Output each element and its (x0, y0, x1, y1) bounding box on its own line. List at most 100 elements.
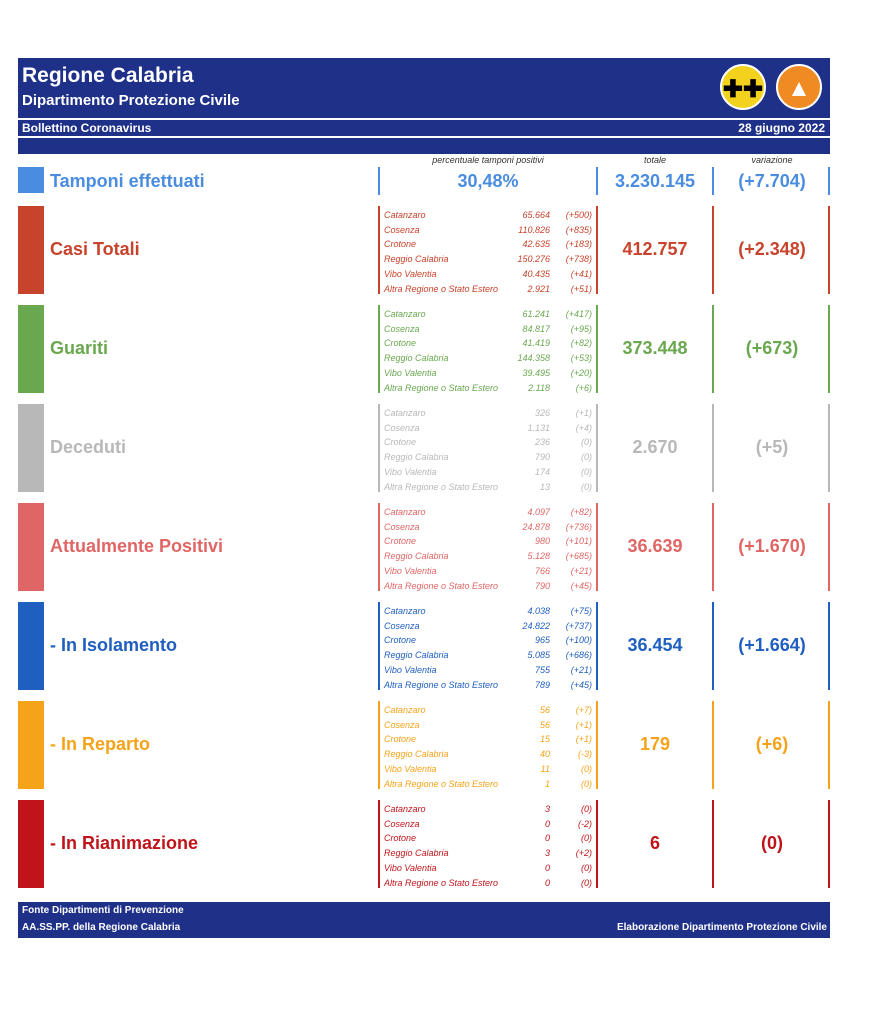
province-value: 2.118 (528, 382, 550, 393)
province-change: (+417) (565, 309, 592, 319)
province-change: (+82) (570, 507, 592, 517)
column-header-percent: percentuale tamponi positivi (432, 155, 544, 165)
province-value: 5.128 (527, 551, 550, 562)
province-value: 0 (544, 818, 550, 829)
province-name: Altra Regione o Stato Estero (384, 580, 499, 591)
province-name: Crotone (384, 536, 417, 547)
divider (828, 602, 830, 690)
category-color-bar (18, 206, 44, 294)
divider (378, 503, 380, 591)
province-name: Reggio Calabria (384, 749, 449, 760)
province-value: 1 (544, 778, 550, 789)
province-name: Reggio Calabria (384, 650, 449, 661)
category-total: 2.670 (632, 437, 678, 457)
category-change: (0) (761, 833, 783, 853)
category-color-bar (18, 701, 44, 789)
province-value: 24.878 (522, 521, 550, 532)
category-change: (+1.664) (738, 635, 806, 655)
divider (378, 167, 380, 195)
province-change: (+6) (575, 382, 592, 393)
province-value: 236 (534, 437, 550, 448)
divider (712, 305, 714, 393)
province-change: (+21) (570, 565, 592, 576)
footer-bar (18, 902, 830, 938)
province-value: 4.097 (527, 507, 550, 517)
province-value: 3 (544, 848, 550, 859)
province-value: 755 (534, 664, 550, 675)
province-change: (0) (581, 877, 592, 888)
category-label: - In Reparto (50, 734, 151, 754)
category-change: (+1.670) (738, 536, 806, 556)
province-change: (+686) (565, 650, 592, 661)
province-name: Reggio Calabria (384, 254, 449, 265)
divider (828, 701, 830, 789)
province-name: Altra Regione o Stato Estero (384, 481, 499, 492)
province-name: Catanzaro (384, 309, 426, 319)
divider (712, 602, 714, 690)
divider (828, 167, 830, 195)
province-value: 790 (534, 580, 550, 591)
divider (712, 167, 714, 195)
province-change: (+75) (570, 606, 592, 616)
province-value: 84.817 (522, 323, 550, 334)
province-value: 65.664 (522, 210, 550, 220)
regione-logo-icon: ✚✚ (720, 64, 766, 110)
province-change: (+1) (575, 719, 592, 730)
province-name: Catanzaro (384, 705, 426, 715)
divider (596, 701, 598, 789)
province-name: Crotone (384, 734, 417, 745)
province-name: Altra Regione o Stato Estero (384, 778, 499, 789)
province-change: (+4) (575, 422, 592, 433)
divider (378, 800, 380, 888)
province-name: Vibo Valentia (384, 664, 437, 675)
category-total: 6 (649, 833, 660, 853)
divider (712, 800, 714, 888)
footer-source-line2: AA.SS.PP. della Regione Calabria (22, 922, 181, 933)
tamponi-color-swatch (18, 167, 44, 193)
province-change: (0) (581, 437, 592, 448)
province-name: Vibo Valentia (384, 565, 437, 576)
divider (378, 206, 380, 294)
province-change: (+685) (565, 551, 592, 562)
category-change: (+2.348) (738, 239, 806, 259)
province-name: Cosenza (384, 521, 420, 532)
province-name: Cosenza (384, 422, 420, 433)
province-name: Vibo Valentia (384, 466, 437, 477)
province-value: 0 (544, 877, 550, 888)
bulletin-date: 28 giugno 2022 (738, 121, 825, 135)
province-change: (+738) (565, 254, 592, 265)
category-total: 36.639 (627, 536, 683, 556)
province-change: (+1) (575, 408, 592, 418)
divider (712, 404, 714, 492)
province-value: 56 (539, 705, 550, 715)
province-change: (+41) (570, 268, 592, 279)
province-change: (+7) (575, 705, 592, 715)
province-value: 3 (544, 804, 550, 814)
province-value: 56 (539, 719, 550, 730)
province-name: Catanzaro (384, 210, 426, 220)
province-value: 174 (534, 466, 550, 477)
province-value: 24.822 (522, 620, 550, 631)
divider (712, 503, 714, 591)
province-change: (0) (581, 466, 592, 477)
province-change: (0) (581, 833, 592, 844)
province-name: Cosenza (384, 323, 420, 334)
category-color-bar (18, 602, 44, 690)
province-name: Altra Regione o Stato Estero (384, 679, 499, 690)
province-change: (+835) (565, 224, 592, 235)
column-header-change: variazione (751, 155, 793, 165)
province-name: Crotone (384, 437, 417, 448)
category-label: Casi Totali (50, 239, 140, 259)
tamponi-change: (+7.704) (738, 171, 806, 191)
province-name: Cosenza (384, 224, 420, 235)
divider (596, 206, 598, 294)
category-label: - In Isolamento (50, 635, 178, 655)
province-value: 790 (534, 452, 550, 463)
divider (596, 404, 598, 492)
category-label: Attualmente Positivi (50, 536, 224, 556)
province-change: (+53) (570, 353, 592, 364)
province-change: (+183) (565, 239, 592, 250)
province-value: 41.419 (522, 338, 550, 349)
divider (378, 404, 380, 492)
category-label: Deceduti (50, 437, 127, 457)
